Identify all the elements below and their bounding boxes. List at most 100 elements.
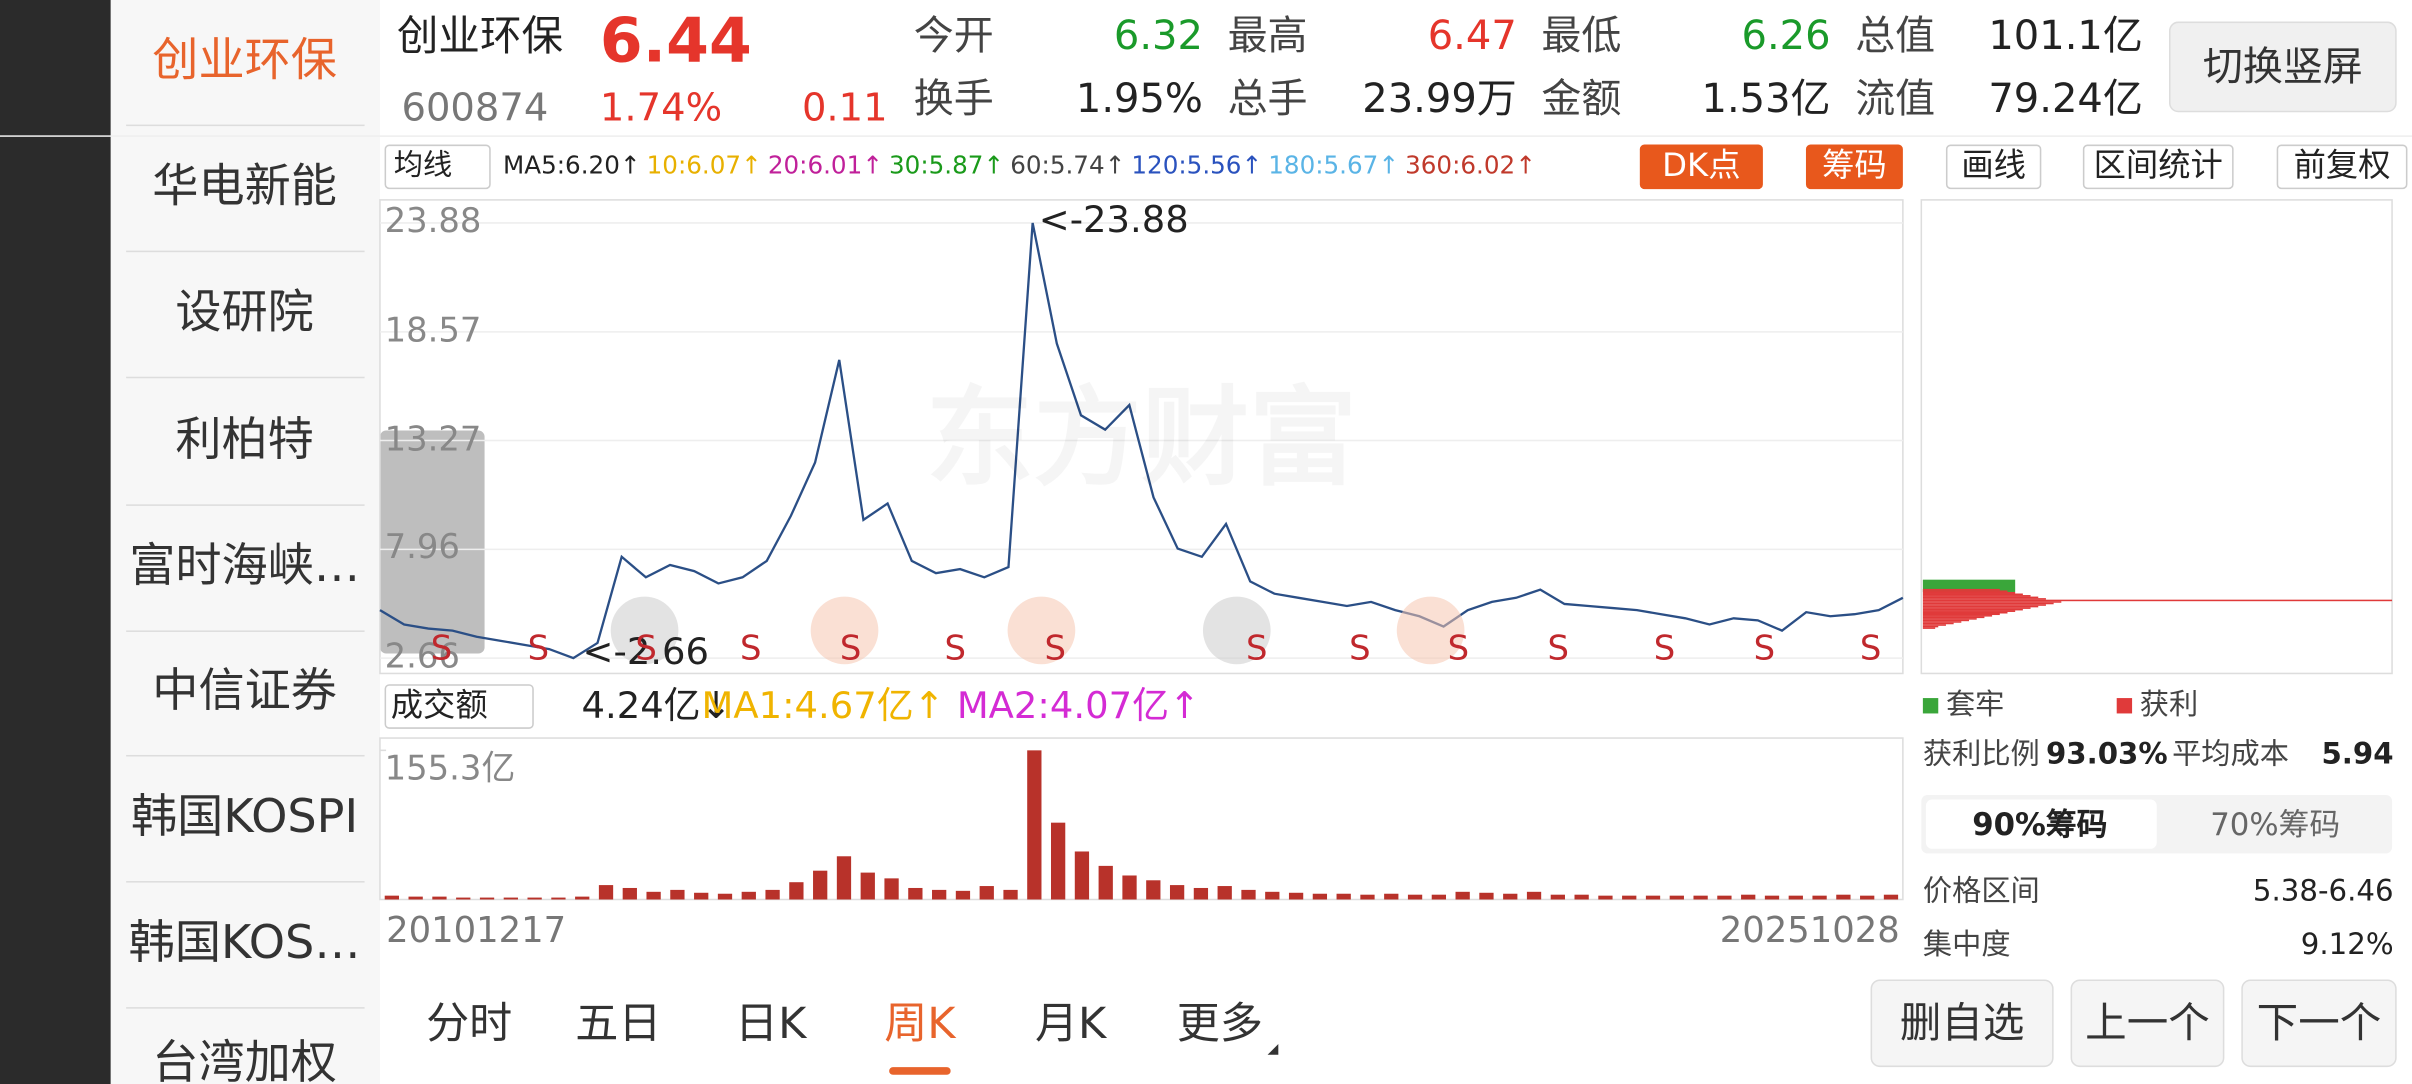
- volume-bar: [1645, 895, 1661, 900]
- separator: [126, 504, 365, 506]
- period-tab[interactable]: 月K: [1034, 997, 1107, 1049]
- quote-value: 6.32: [1113, 13, 1203, 60]
- y-tick-label: 13.27: [384, 420, 482, 459]
- chip-tab[interactable]: 70%筹码: [2210, 805, 2341, 843]
- chip-red: [1922, 608, 2023, 611]
- action-label[interactable]: 删自选: [1899, 1000, 2025, 1048]
- action-button[interactable]: [2241, 979, 2397, 1068]
- toolbar-button-label[interactable]: 画线: [1961, 146, 2026, 184]
- sidebar-item[interactable]: 华电新能: [152, 159, 337, 214]
- volume-bar: [1503, 893, 1518, 900]
- toolbar-button-label[interactable]: 区间统计: [2093, 146, 2223, 184]
- volume-bar: [860, 872, 875, 900]
- volume-selector-label[interactable]: 成交额: [390, 686, 488, 724]
- ma-items: MA5:6.20↑ 10:6.07↑ 20:6.01↑ 30:5.87↑ 60:5.74…: [503, 151, 1536, 180]
- quote-value: 23.99万: [1362, 76, 1517, 124]
- volume-bar: [1265, 891, 1280, 900]
- avg-cost-label: 平均成本: [2172, 737, 2290, 772]
- volume-bar: [1122, 875, 1137, 900]
- switch-button-label[interactable]: 切换竖屏: [2202, 44, 2363, 91]
- signal: S: [944, 630, 967, 669]
- volume-bar: [1764, 895, 1780, 900]
- ma-selector[interactable]: [384, 144, 491, 190]
- quote-label: 换手: [913, 76, 994, 124]
- sidebar-item[interactable]: 设研院: [175, 285, 314, 340]
- chip-red: [1922, 602, 2054, 605]
- sidebar-item[interactable]: 富时海峡…: [129, 539, 360, 594]
- toolbar-button-label[interactable]: 筹码: [1822, 146, 1887, 184]
- period-tab[interactable]: 五日: [575, 997, 662, 1049]
- toolbar-button-label[interactable]: 前复权: [2293, 146, 2391, 184]
- volume-bar: [646, 891, 661, 900]
- signal: S: [839, 630, 862, 669]
- volume-bar: [1860, 895, 1875, 900]
- toolbar-button[interactable]: [2082, 144, 2234, 190]
- stock-code: 600874: [401, 85, 549, 130]
- sidebar-item[interactable]: 台湾加权: [152, 1036, 337, 1084]
- chip-red: [1922, 624, 1946, 626]
- action-label[interactable]: 上一个: [2085, 1000, 2210, 1048]
- toolbar-button[interactable]: [1639, 144, 1763, 190]
- chip-red: [1922, 596, 2039, 599]
- ma-value: 120:5.56↑: [1131, 150, 1263, 180]
- period-tab[interactable]: 更多: [1176, 997, 1263, 1049]
- separator: [126, 124, 365, 127]
- sidebar-item[interactable]: 中信证券: [152, 664, 337, 719]
- volume-bar: [1479, 892, 1494, 900]
- volume-bar: [836, 856, 852, 900]
- action-label[interactable]: 下一个: [2256, 1000, 2382, 1048]
- legend-swatch: [1922, 698, 1939, 714]
- volume-bar: [1336, 893, 1351, 900]
- separator: [126, 630, 365, 632]
- volume-bar: [1193, 887, 1209, 900]
- volume-bar: [1384, 893, 1399, 900]
- scroll-handle[interactable]: [379, 430, 485, 654]
- chip-red: [1922, 598, 2046, 600]
- volume-bar: [717, 893, 733, 900]
- toolbar-button[interactable]: [1945, 144, 2042, 190]
- toolbar-button[interactable]: [1805, 144, 1903, 190]
- change-pct: 1.74%: [599, 85, 723, 130]
- volume-selector[interactable]: [384, 684, 534, 729]
- sidebar-item[interactable]: 韩国KOS…: [128, 916, 361, 971]
- quote-label: 金额: [1541, 76, 1622, 124]
- chip-tab[interactable]: 90%筹码: [1972, 805, 2108, 843]
- period-tab[interactable]: 周K: [884, 997, 956, 1049]
- chip-tab-active[interactable]: [1925, 799, 2157, 849]
- period-tab[interactable]: 分时: [426, 997, 513, 1049]
- action-button[interactable]: [1870, 979, 2054, 1068]
- signal: S: [1044, 630, 1067, 669]
- sidebar-item[interactable]: 创业环保: [152, 33, 337, 88]
- volume-bar: [1360, 894, 1375, 900]
- stock-name: 创业环保: [396, 13, 564, 61]
- sidebar-item[interactable]: 韩国KOSPI: [131, 790, 359, 845]
- ma-value: 360:6.02↑: [1405, 150, 1536, 180]
- volume-ma1: MA1:4.67亿↑: [701, 684, 945, 728]
- more-indicator: [1267, 1044, 1279, 1055]
- quote-value: 6.47: [1427, 13, 1517, 60]
- period-tab[interactable]: 日K: [735, 997, 807, 1049]
- sidebar-item[interactable]: 利柏特: [175, 413, 314, 468]
- toolbar-button[interactable]: [2276, 144, 2408, 190]
- ma-selector-label[interactable]: 均线: [393, 148, 453, 183]
- y-tick-label: 2.66: [384, 638, 460, 677]
- volume-bar: [884, 878, 899, 900]
- volume-bar: [694, 892, 709, 900]
- separator: [126, 250, 365, 253]
- quote-value: 1.95%: [1075, 76, 1203, 124]
- volume-bar: [1003, 889, 1018, 900]
- ma-value: MA5:6.20↑: [503, 150, 641, 180]
- ma-value: 180:5.67↑: [1268, 150, 1399, 180]
- chip-red: [1922, 610, 2016, 612]
- volume-bar: [765, 889, 780, 900]
- volume-bar: [1812, 895, 1827, 900]
- volume-bar: [813, 870, 828, 900]
- quote-label: 总手: [1227, 76, 1308, 124]
- switch-button[interactable]: [2169, 21, 2397, 113]
- toolbar-button-label[interactable]: DK点: [1662, 146, 1741, 184]
- action-button[interactable]: [2070, 979, 2225, 1068]
- chip-red: [1922, 593, 2023, 596]
- volume-bar: [551, 897, 566, 900]
- chip-red: [1922, 590, 2008, 592]
